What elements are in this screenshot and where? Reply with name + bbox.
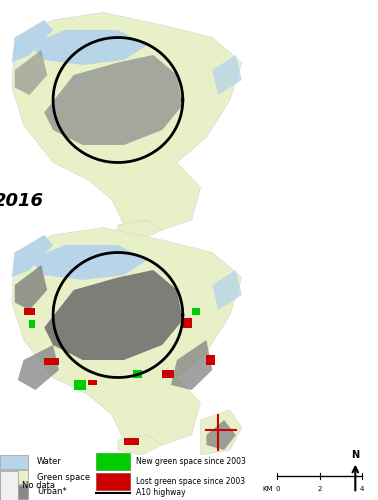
Text: Green space: Green space bbox=[37, 472, 90, 482]
Text: 4: 4 bbox=[360, 486, 364, 492]
Bar bbox=[74, 380, 85, 390]
FancyBboxPatch shape bbox=[0, 470, 28, 484]
Text: No data: No data bbox=[22, 480, 54, 490]
Polygon shape bbox=[12, 12, 242, 230]
Polygon shape bbox=[12, 20, 53, 62]
FancyBboxPatch shape bbox=[0, 485, 28, 499]
Bar bbox=[29, 320, 36, 328]
Polygon shape bbox=[200, 410, 242, 455]
Polygon shape bbox=[29, 30, 147, 65]
Polygon shape bbox=[212, 270, 242, 310]
Bar bbox=[44, 358, 59, 365]
Bar bbox=[206, 355, 215, 365]
Polygon shape bbox=[12, 228, 242, 445]
Polygon shape bbox=[15, 50, 47, 95]
Text: Water: Water bbox=[37, 458, 62, 466]
Polygon shape bbox=[171, 340, 212, 390]
Text: A10 highway: A10 highway bbox=[136, 488, 186, 497]
Polygon shape bbox=[12, 235, 53, 278]
Polygon shape bbox=[206, 420, 236, 450]
Text: Urban*: Urban* bbox=[37, 488, 67, 496]
Bar bbox=[23, 308, 36, 315]
Polygon shape bbox=[118, 435, 162, 455]
Bar bbox=[192, 308, 200, 315]
Text: 0: 0 bbox=[275, 486, 280, 492]
Polygon shape bbox=[15, 265, 47, 310]
FancyBboxPatch shape bbox=[0, 471, 17, 500]
Polygon shape bbox=[212, 55, 242, 95]
Text: KM: KM bbox=[263, 486, 273, 492]
Polygon shape bbox=[118, 220, 162, 240]
FancyBboxPatch shape bbox=[96, 452, 130, 470]
Text: N: N bbox=[351, 450, 359, 460]
Text: 2016: 2016 bbox=[0, 192, 44, 210]
Polygon shape bbox=[44, 55, 183, 145]
Bar bbox=[183, 318, 192, 328]
Polygon shape bbox=[29, 245, 147, 280]
FancyBboxPatch shape bbox=[0, 455, 28, 469]
Bar bbox=[133, 370, 141, 378]
Bar bbox=[88, 380, 97, 385]
Polygon shape bbox=[44, 270, 183, 360]
Polygon shape bbox=[18, 345, 59, 390]
Text: Lost green space since 2003: Lost green space since 2003 bbox=[136, 477, 245, 486]
FancyBboxPatch shape bbox=[96, 472, 130, 490]
Bar bbox=[124, 438, 139, 445]
Bar bbox=[162, 370, 174, 378]
Text: New green space since 2003: New green space since 2003 bbox=[136, 457, 246, 466]
Text: 2: 2 bbox=[318, 486, 322, 492]
